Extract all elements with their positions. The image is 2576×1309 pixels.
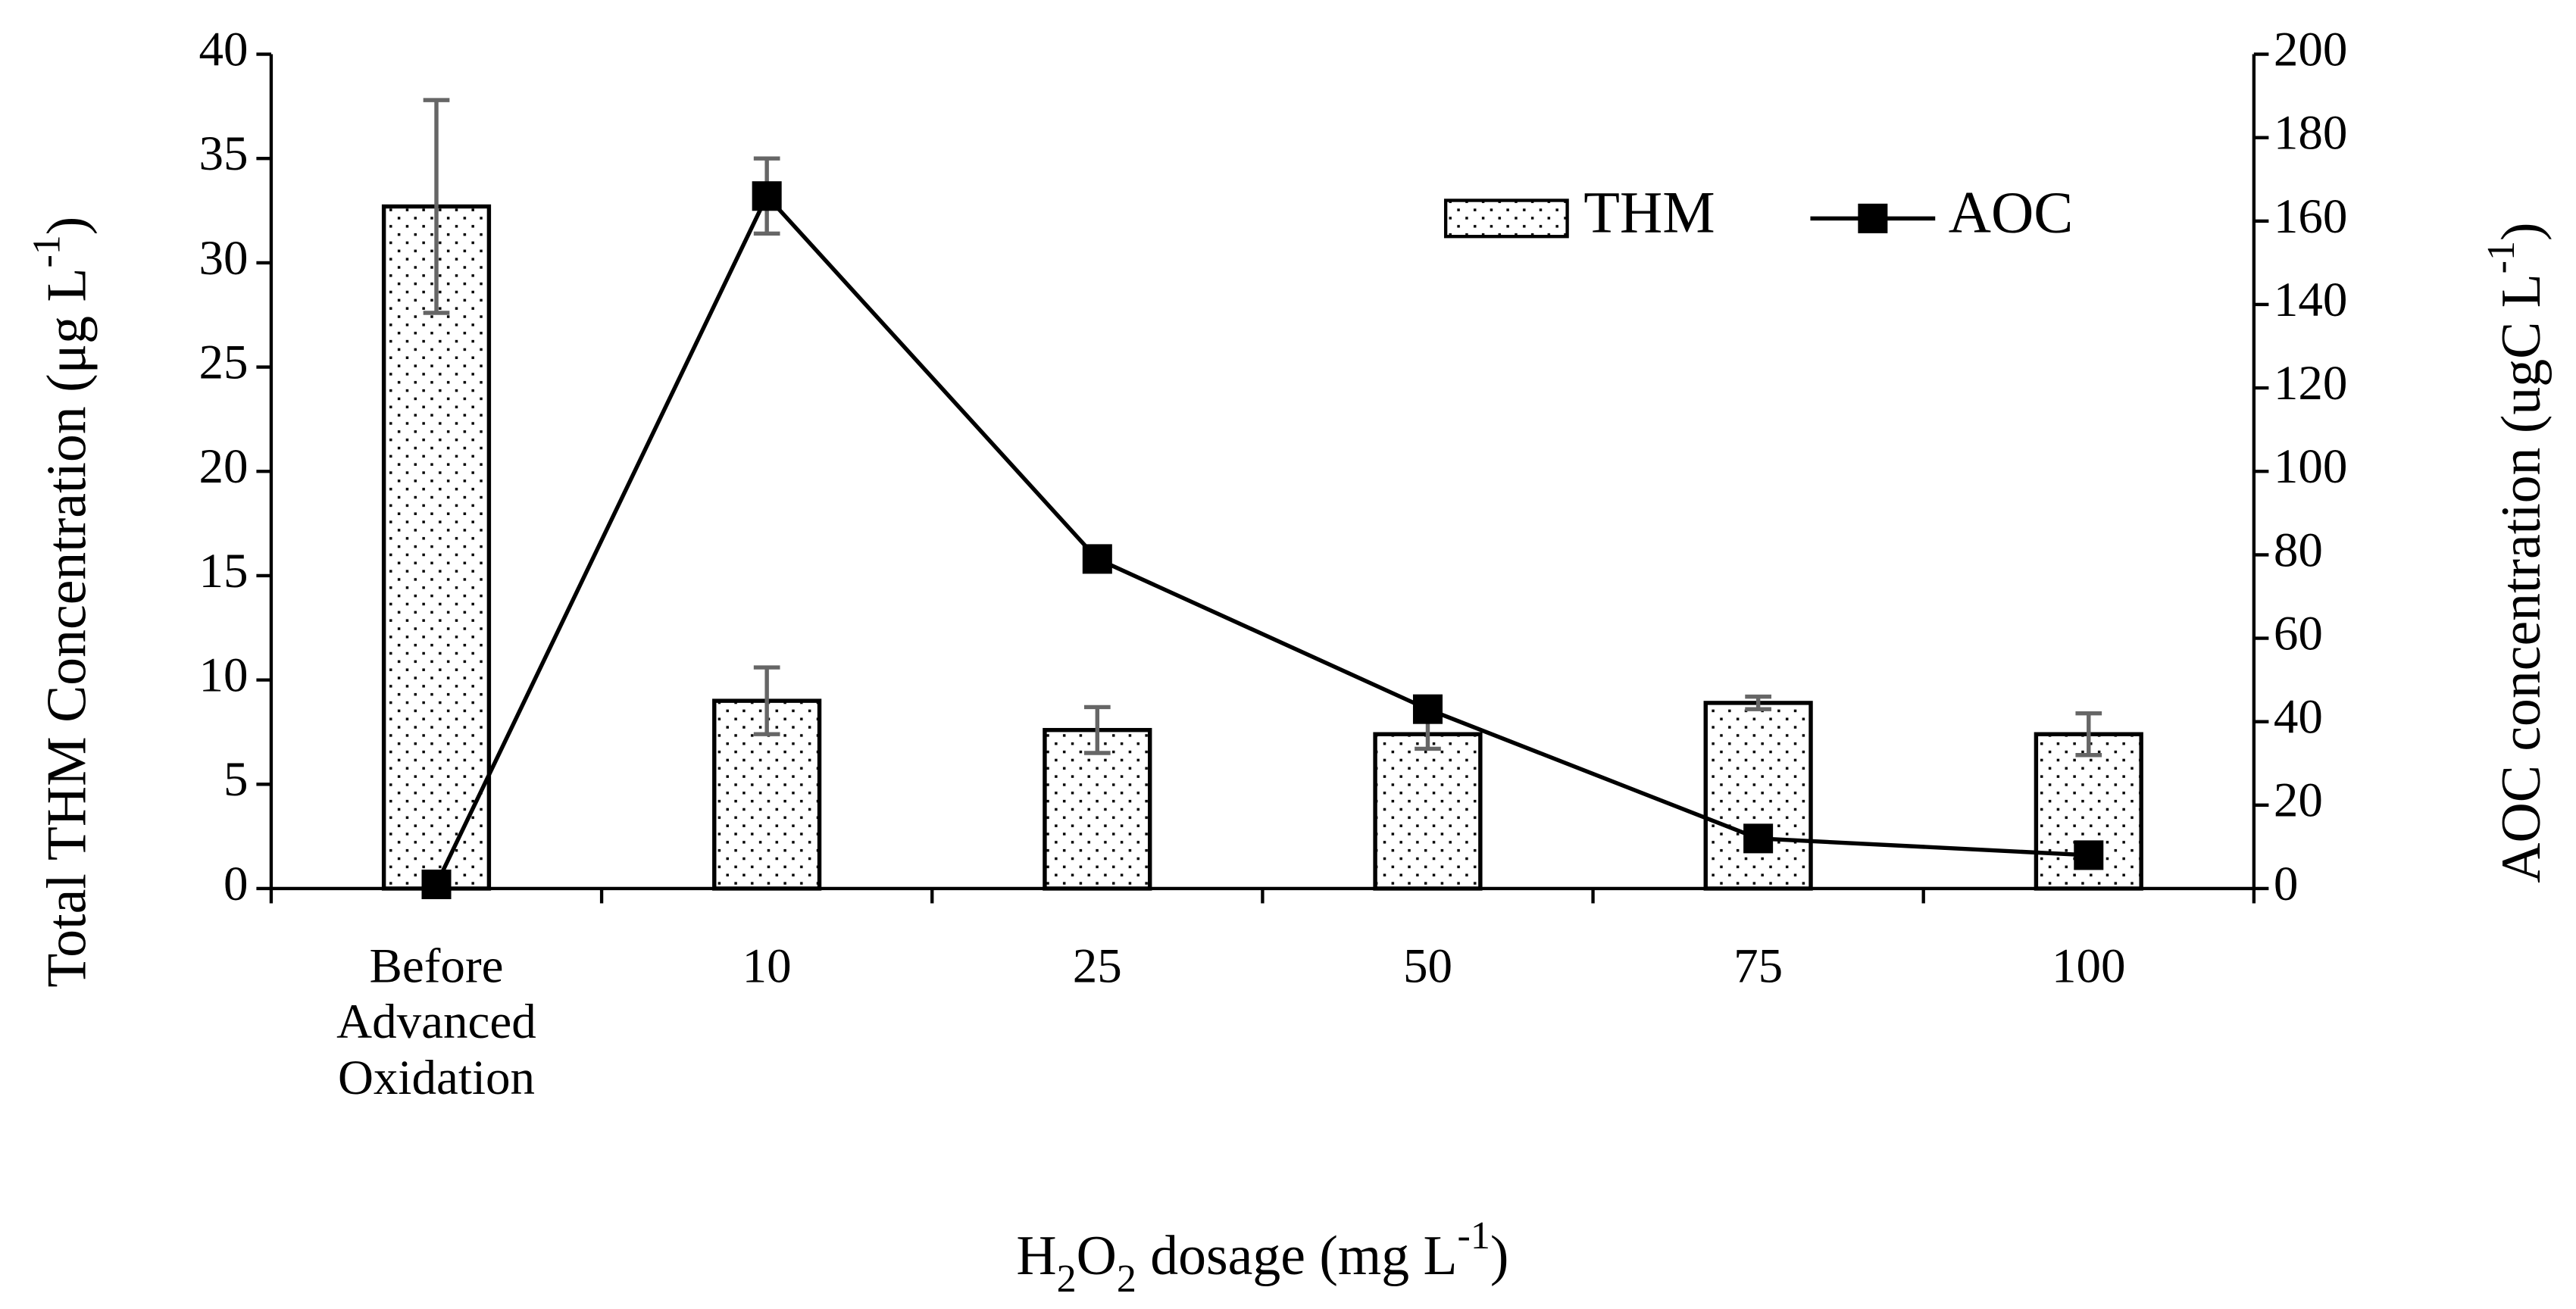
- x-tick-label: 75: [1733, 939, 1783, 993]
- x-axis-title-part: -1: [1458, 1215, 1490, 1258]
- bar: [1373, 732, 1483, 891]
- x-axis-title-part: H: [1016, 1224, 1056, 1286]
- y2-axis-title-part: AOC concentration (ugC L: [2490, 273, 2552, 883]
- error-bar: [2075, 711, 2102, 758]
- y2-tick-label: 180: [2274, 106, 2348, 161]
- x-tick-label: 50: [1403, 939, 1452, 993]
- x-tick-label: 25: [1073, 939, 1122, 993]
- y2-tick-label: 200: [2274, 22, 2348, 77]
- y2-tick-label: 0: [2274, 857, 2299, 911]
- x-axis-title: H2O2 dosage (mg L-1): [1016, 1215, 1508, 1301]
- y2-axis-title-part: ): [2490, 222, 2552, 241]
- x-axis-title-part: 2: [1057, 1258, 1077, 1301]
- y2-tick-label: 160: [2274, 189, 2348, 244]
- y2-tick-label: 100: [2274, 439, 2348, 494]
- y-tick-label: 10: [199, 648, 249, 703]
- legend-label: THM: [1583, 179, 1715, 245]
- y-tick-label: 20: [199, 439, 249, 494]
- legend-swatch: [1858, 203, 1888, 233]
- y2-axis-title-part: -1: [2480, 241, 2523, 273]
- legend-label: AOC: [1949, 179, 2074, 245]
- x-axis-title-part: O: [1077, 1224, 1117, 1286]
- bar: [1043, 727, 1152, 891]
- error-bar: [1083, 704, 1111, 755]
- y2-tick-label: 80: [2274, 523, 2323, 577]
- y-tick-label: 35: [199, 127, 249, 181]
- y-tick-label: 30: [199, 231, 249, 286]
- y-axis-title-part: -1: [26, 235, 69, 267]
- y2-tick-label: 120: [2274, 356, 2348, 411]
- x-axis-title-part: ): [1490, 1224, 1509, 1286]
- marker: [1743, 823, 1774, 854]
- x-tick-label: Before Advanced Oxidation: [336, 939, 536, 1104]
- y2-tick-label: 20: [2274, 773, 2323, 828]
- legend-swatch: [1443, 198, 1569, 239]
- y-axis-title: Total THM Concentration (μg L-1): [26, 217, 97, 988]
- marker: [2074, 840, 2104, 870]
- y-axis-title-part: ): [36, 217, 98, 236]
- y2-axis-title: AOC concentration (ugC L-1): [2480, 222, 2551, 883]
- marker: [1082, 544, 1112, 574]
- bar: [712, 698, 822, 891]
- error-bar: [753, 665, 780, 736]
- marker: [752, 181, 782, 211]
- y-axis-title-part: Total THM Concentration (μg L: [36, 268, 98, 988]
- y-tick-label: 15: [199, 544, 249, 598]
- bar: [381, 204, 492, 891]
- y2-tick-label: 140: [2274, 273, 2348, 327]
- bar: [1703, 701, 1813, 891]
- y2-tick-label: 40: [2274, 690, 2323, 745]
- error-bar: [423, 98, 450, 315]
- y-tick-label: 25: [199, 335, 249, 389]
- line: [434, 192, 2089, 886]
- y-tick-label: 5: [224, 752, 249, 807]
- x-tick-label: 10: [742, 939, 792, 993]
- y-tick-label: 40: [199, 22, 249, 77]
- x-tick-label: 100: [2052, 939, 2126, 993]
- y-tick-label: 0: [224, 857, 249, 911]
- marker: [421, 869, 452, 899]
- error-bar: [1745, 694, 1771, 711]
- x-axis-title-part: 2: [1117, 1258, 1136, 1301]
- y2-tick-label: 60: [2274, 606, 2323, 661]
- x-axis-title-part: dosage (mg L: [1136, 1224, 1458, 1286]
- marker: [1412, 694, 1443, 724]
